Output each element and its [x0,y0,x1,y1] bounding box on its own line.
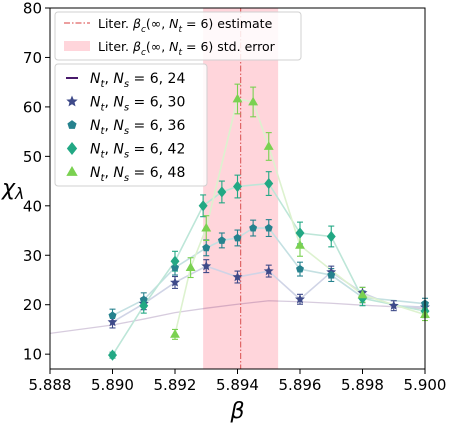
data-point-4 [263,141,274,150]
data-point-4 [357,289,368,299]
legend-label-4: Nt​, Ns​ = 6, 48 [90,165,185,184]
data-point-1 [107,316,118,327]
data-point-3 [326,230,336,243]
data-point-3 [217,186,227,198]
x-tick-label: 5.892 [154,376,197,394]
data-point-2 [108,311,117,319]
data-point-4 [185,262,196,272]
legend-estimate-label: Liter. βc​(∞, Nt​ = 6) estimate [98,16,273,35]
data-point-1 [388,300,399,310]
data-point-3 [139,300,149,312]
data-point-4 [170,329,180,338]
data-point-2 [202,243,211,252]
legend-band-swatch [64,41,90,51]
y-tick-label: 50 [23,148,42,166]
legend-box-top [54,11,302,61]
markers-layer [107,93,430,361]
x-tick-label: 5.898 [341,376,384,394]
x-tick-label: 5.894 [216,376,259,394]
data-point-3 [295,227,305,239]
data-point-1 [170,277,180,287]
legend-swatch-4 [66,166,78,176]
data-point-3 [108,349,117,361]
legend-swatch-2 [67,120,77,129]
x-tick-label: 5.900 [404,376,447,394]
data-point-3 [198,200,208,212]
y-tick-label: 40 [23,197,42,215]
data-point-1 [295,294,305,304]
data-point-3 [170,255,180,267]
data-point-4 [232,93,243,103]
legend: Liter. βc​(∞, Nt​ = 6) estimate Liter. βc… [54,11,302,187]
data-point-4 [201,222,212,232]
y-tick-label: 20 [23,296,42,314]
x-tick-label: 5.896 [279,376,322,394]
data-point-2 [327,270,336,279]
data-point-1 [232,271,243,282]
y-tick-label: 70 [23,49,42,67]
data-point-2 [296,264,304,273]
x-axis-label: β [229,399,244,424]
y-axis-label: χλ​ [1,176,24,203]
legend-swatch-3 [66,142,78,155]
x-tick-label: 5.888 [29,376,72,394]
data-point-4 [295,240,305,249]
legend-band-label: Liter. βc​(∞, Nt​ = 6) std. error [98,39,276,58]
data-point-2 [139,295,148,304]
y-tick-label: 10 [23,346,42,364]
legend-swatch-1 [66,95,78,107]
y-tick-label: 30 [23,247,42,265]
legend-box-series [54,63,208,187]
data-point-1 [201,260,212,271]
series-line-2 [112,227,425,317]
data-point-2 [217,236,226,244]
x-tick-label: 5.890 [91,376,134,394]
y-tick-label: 60 [23,98,42,116]
data-point-2 [264,223,273,232]
data-point-2 [171,263,179,272]
data-point-1 [263,265,274,276]
legend-label-1: Nt​, Ns​ = 6, 30 [90,95,185,114]
data-point-2 [233,233,242,242]
legend-label-2: Nt​, Ns​ = 6, 36 [90,118,185,137]
legend-label-0: Nt​, Ns​ = 6, 24 [90,71,185,90]
y-tick-label: 80 [23,0,42,18]
data-point-3 [264,177,274,190]
data-point-3 [233,180,242,193]
legend-label-3: Nt​, Ns​ = 6, 42 [90,142,185,161]
series-line-0 [50,300,425,335]
data-point-2 [249,223,258,232]
data-point-4 [248,96,259,106]
